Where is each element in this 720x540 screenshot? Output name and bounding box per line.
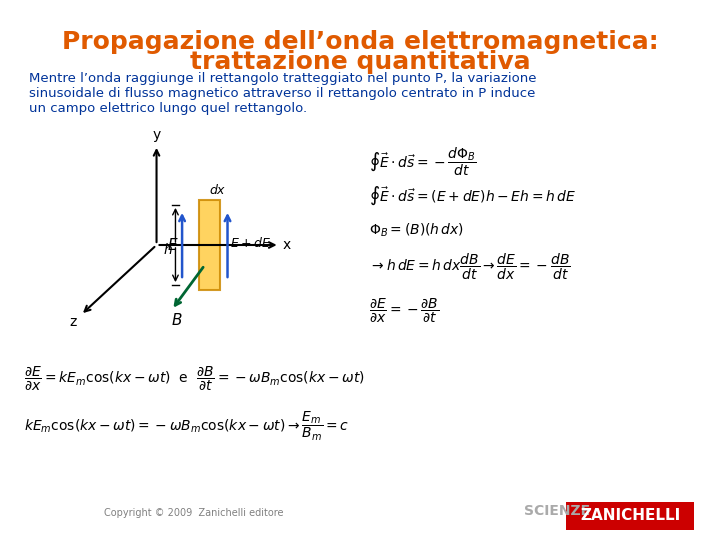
Text: ZANICHELLI: ZANICHELLI: [580, 509, 681, 523]
Text: un campo elettrico lungo quel rettangolo.: un campo elettrico lungo quel rettangolo…: [29, 102, 307, 115]
Bar: [567, 502, 694, 530]
Text: $\Phi_B=(B)(h\,dx)$: $\Phi_B=(B)(h\,dx)$: [369, 222, 464, 239]
Text: $\dfrac{\partial E}{\partial x}=-\dfrac{\partial B}{\partial t}$: $\dfrac{\partial E}{\partial x}=-\dfrac{…: [369, 297, 440, 325]
Text: $dx$: $dx$: [210, 183, 227, 197]
Text: Copyright © 2009  Zanichelli editore: Copyright © 2009 Zanichelli editore: [104, 508, 284, 518]
Text: $E+dE$: $E+dE$: [230, 236, 271, 250]
Text: $h$: $h$: [163, 242, 173, 258]
Text: $\oint\vec{E}\cdot d\vec{s}=(E+dE)h-Eh=h\,dE$: $\oint\vec{E}\cdot d\vec{s}=(E+dE)h-Eh=h…: [369, 185, 577, 207]
Text: $\oint\vec{E}\cdot d\vec{s}=-\dfrac{d\Phi_B}{dt}$: $\oint\vec{E}\cdot d\vec{s}=-\dfrac{d\Ph…: [369, 145, 477, 178]
Text: Mentre l’onda raggiunge il rettangolo tratteggiato nel punto P, la variazione: Mentre l’onda raggiunge il rettangolo tr…: [29, 72, 536, 85]
Text: $\rightarrow h\,dE=h\,dx\dfrac{dB}{dt}\rightarrow\dfrac{dE}{dx}=-\dfrac{dB}{dt}$: $\rightarrow h\,dE=h\,dx\dfrac{dB}{dt}\r…: [369, 252, 571, 282]
Text: SCIENZE: SCIENZE: [523, 504, 590, 518]
Text: $kE_m\cos(kx-\omega t)=-\omega B_m\cos(kx-\omega t)\rightarrow\dfrac{E_m}{B_m}=c: $kE_m\cos(kx-\omega t)=-\omega B_m\cos(k…: [24, 410, 349, 443]
Text: z: z: [70, 315, 77, 329]
Text: Propagazione dell’onda elettromagnetica:: Propagazione dell’onda elettromagnetica:: [62, 30, 658, 54]
Bar: [199, 200, 220, 290]
Text: $\dfrac{\partial E}{\partial x}=kE_m\cos(kx-\omega t)$  e  $\dfrac{\partial B}{\: $\dfrac{\partial E}{\partial x}=kE_m\cos…: [24, 365, 365, 393]
Text: $B$: $B$: [171, 312, 182, 328]
Text: $E$: $E$: [167, 237, 179, 253]
Text: sinusoidale di flusso magnetico attraverso il rettangolo centrato in P induce: sinusoidale di flusso magnetico attraver…: [29, 87, 535, 100]
Text: trattazione quantitativa: trattazione quantitativa: [189, 50, 531, 74]
Text: y: y: [153, 128, 161, 142]
Text: x: x: [283, 238, 292, 252]
